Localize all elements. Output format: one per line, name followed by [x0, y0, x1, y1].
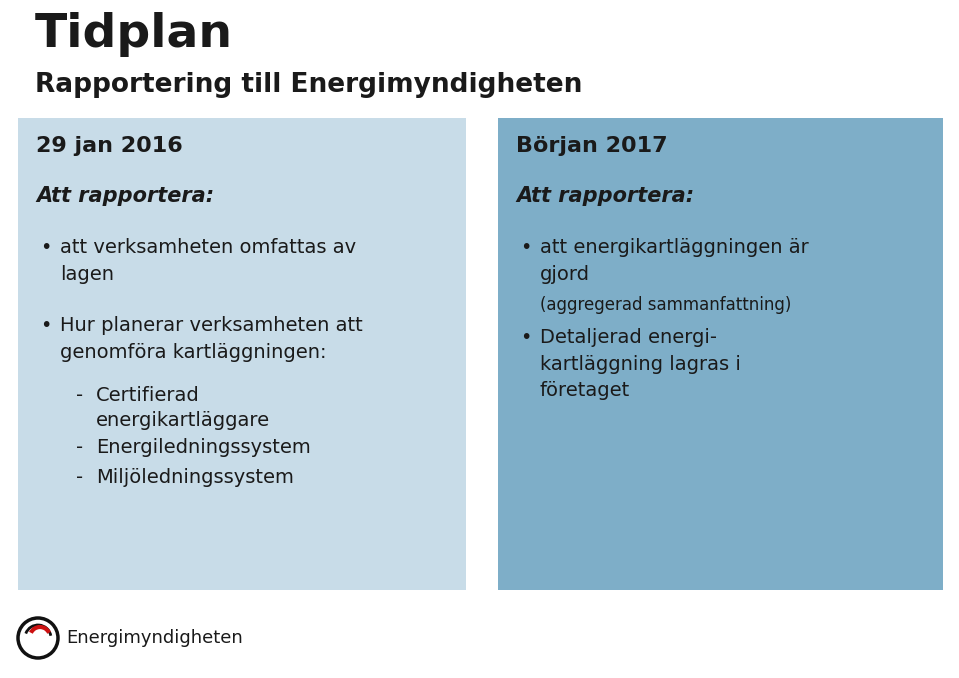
Text: 29 jan 2016: 29 jan 2016 [36, 136, 183, 156]
FancyBboxPatch shape [18, 118, 466, 590]
Text: Att rapportera:: Att rapportera: [516, 186, 694, 206]
Text: •: • [40, 238, 52, 257]
Text: -: - [76, 386, 83, 405]
Text: Rapportering till Energimyndigheten: Rapportering till Energimyndigheten [35, 72, 582, 98]
Text: att energikartläggningen är
gjord: att energikartläggningen är gjord [540, 238, 808, 283]
Text: Början 2017: Början 2017 [516, 136, 667, 156]
Text: Miljöledningssystem: Miljöledningssystem [96, 468, 293, 487]
Text: Hur planerar verksamheten att
genomföra kartläggningen:: Hur planerar verksamheten att genomföra … [60, 316, 363, 361]
Text: Att rapportera:: Att rapportera: [36, 186, 214, 206]
Text: (aggregerad sammanfattning): (aggregerad sammanfattning) [540, 296, 791, 314]
Text: •: • [520, 238, 531, 257]
Text: Certifierad
energikartläggare: Certifierad energikartläggare [96, 386, 270, 430]
Text: •: • [520, 328, 531, 347]
Text: •: • [40, 316, 52, 335]
Text: att verksamheten omfattas av
lagen: att verksamheten omfattas av lagen [60, 238, 356, 283]
FancyBboxPatch shape [498, 118, 943, 590]
Text: Energiledningssystem: Energiledningssystem [96, 438, 311, 457]
Text: -: - [76, 468, 83, 487]
Text: Energimyndigheten: Energimyndigheten [66, 629, 243, 647]
Text: Detaljerad energi-
kartläggning lagras i
företaget: Detaljerad energi- kartläggning lagras i… [540, 328, 741, 400]
Text: -: - [76, 438, 83, 457]
Text: Tidplan: Tidplan [35, 12, 233, 57]
